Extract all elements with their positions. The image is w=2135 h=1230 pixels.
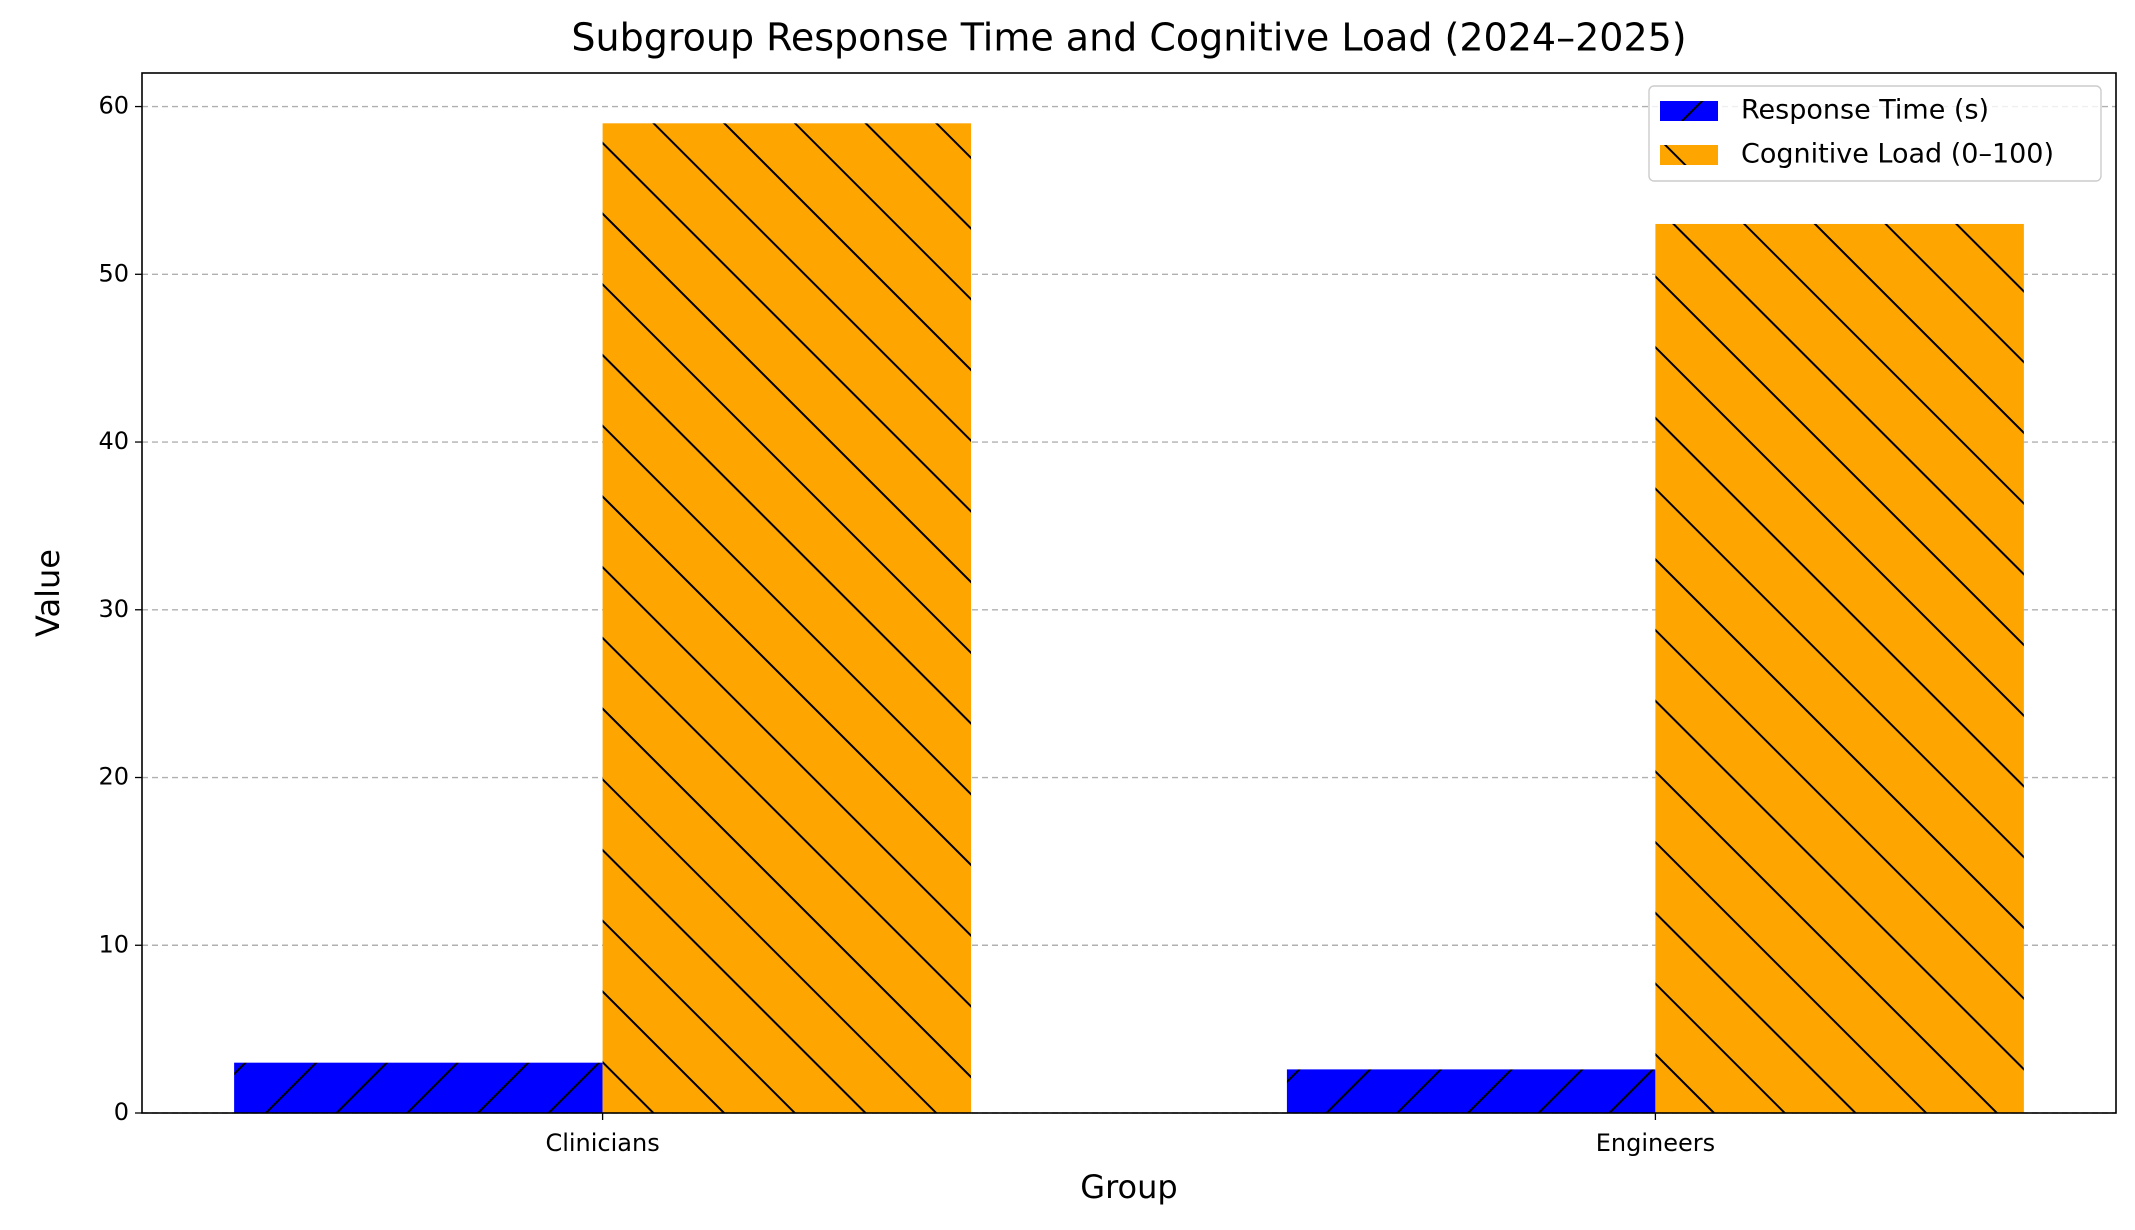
y-tick-label: 20 bbox=[98, 763, 129, 791]
bar bbox=[1286, 1069, 1656, 1113]
legend-swatch bbox=[1660, 145, 1718, 165]
legend-swatch bbox=[1660, 101, 1718, 121]
y-tick-label: 30 bbox=[98, 595, 129, 623]
bar bbox=[234, 1062, 603, 1113]
y-tick-label: 0 bbox=[114, 1098, 129, 1126]
y-tick-label: 60 bbox=[98, 92, 129, 120]
x-tick-label: Clinicians bbox=[545, 1129, 659, 1157]
y-tick-label: 50 bbox=[98, 259, 129, 287]
y-tick-label: 40 bbox=[98, 427, 129, 455]
x-tick-label: Engineers bbox=[1596, 1129, 1715, 1157]
legend-label: Response Time (s) bbox=[1741, 95, 1989, 126]
plot-frame bbox=[141, 72, 2117, 1114]
y-axis-label: Value bbox=[29, 549, 67, 637]
bar bbox=[1655, 223, 2024, 1113]
x-axis-label: Group bbox=[1080, 1168, 1177, 1206]
legend-label: Cognitive Load (0–100) bbox=[1741, 139, 2054, 170]
bar bbox=[602, 123, 972, 1114]
y-tick-label: 10 bbox=[98, 930, 129, 958]
chart-title: Subgroup Response Time and Cognitive Loa… bbox=[571, 16, 1686, 60]
legend-box bbox=[1648, 85, 2102, 182]
